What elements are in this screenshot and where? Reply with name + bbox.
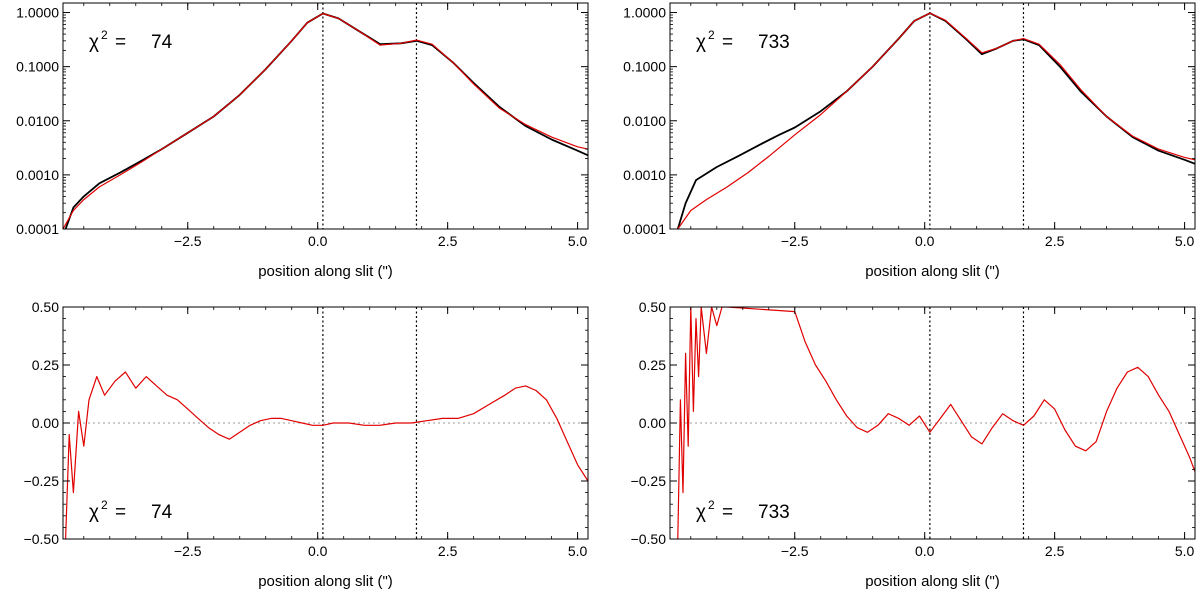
chi-square-annotation: χ 2 = 74 bbox=[89, 28, 173, 53]
chi-square-annotation: χ 2 = 74 bbox=[89, 498, 173, 523]
y-tick-label: 0.0010 bbox=[623, 167, 666, 183]
y-tick-label: 0.0100 bbox=[16, 113, 59, 129]
series-residual bbox=[677, 307, 1195, 539]
series-model bbox=[63, 12, 588, 229]
series-group bbox=[65, 371, 588, 539]
x-tick-label: −2.5 bbox=[174, 543, 202, 559]
x-tick-label: 2.5 bbox=[438, 233, 458, 249]
y-tick-label: 0.25 bbox=[32, 357, 59, 373]
chi-symbol: χ bbox=[696, 502, 706, 523]
panel-bottom-right: −2.5 0.0 2.5 5.0 −0.50 −0.25 0.00 0.25 0.50 posit… bbox=[631, 299, 1196, 590]
x-tick-label: 2.5 bbox=[1045, 543, 1065, 559]
x-tick-label: 0.0 bbox=[915, 233, 935, 249]
y-tick-label: 0.25 bbox=[639, 357, 666, 373]
y-tick-label: 0.0001 bbox=[16, 221, 59, 237]
series-group bbox=[63, 12, 588, 229]
chi-equals: = bbox=[722, 502, 733, 523]
x-tick-label: 5.0 bbox=[1175, 233, 1195, 249]
chi-exponent: 2 bbox=[101, 28, 108, 42]
chi-value: 74 bbox=[151, 32, 173, 53]
y-tick-label: 0.50 bbox=[639, 299, 666, 315]
x-tick-label: 2.5 bbox=[438, 543, 458, 559]
y-tick-label: 0.0001 bbox=[623, 221, 666, 237]
chi-symbol: χ bbox=[89, 32, 99, 53]
series-data bbox=[64, 12, 588, 229]
y-tick-label: 1.0000 bbox=[16, 5, 59, 21]
x-tick-label: 0.0 bbox=[308, 233, 328, 249]
y-tick-label: 0.50 bbox=[32, 299, 59, 315]
y-tick-label: −0.25 bbox=[24, 473, 60, 489]
y-tick-label: 0.0100 bbox=[623, 113, 666, 129]
series-data bbox=[676, 12, 1195, 229]
series-group bbox=[677, 307, 1195, 539]
chi-equals: = bbox=[115, 32, 126, 53]
series-group bbox=[676, 12, 1195, 229]
x-tick-label: 5.0 bbox=[1175, 543, 1195, 559]
y-tick-label: 1.0000 bbox=[623, 5, 666, 21]
chi-exponent: 2 bbox=[708, 28, 715, 42]
chi-exponent: 2 bbox=[708, 498, 715, 512]
x-tick-label: 5.0 bbox=[568, 543, 588, 559]
plot-frame bbox=[62, 2, 589, 230]
x-axis-label: position along slit (") bbox=[865, 573, 1000, 590]
y-tick-label: −0.50 bbox=[631, 531, 667, 547]
y-tick-label: 0.00 bbox=[639, 415, 666, 431]
y-tick-label: 0.1000 bbox=[16, 59, 59, 75]
chi-value: 733 bbox=[758, 502, 790, 523]
y-tick-label: 0.1000 bbox=[623, 59, 666, 75]
x-tick-label: −2.5 bbox=[174, 233, 202, 249]
chi-equals: = bbox=[722, 32, 733, 53]
x-tick-label: 2.5 bbox=[1045, 233, 1065, 249]
chi-symbol: χ bbox=[89, 502, 99, 523]
y-tick-label: −0.25 bbox=[631, 473, 667, 489]
chi-square-annotation: χ 2 = 733 bbox=[696, 28, 790, 53]
x-tick-label: −2.5 bbox=[781, 543, 809, 559]
chi-value: 733 bbox=[758, 32, 790, 53]
chi-symbol: χ bbox=[696, 32, 706, 53]
series-model bbox=[677, 12, 1195, 229]
x-tick-label: 5.0 bbox=[568, 233, 588, 249]
chi-exponent: 2 bbox=[101, 498, 108, 512]
x-axis-label: position along slit (") bbox=[258, 573, 393, 590]
series-residual bbox=[65, 371, 588, 539]
x-tick-label: 0.0 bbox=[308, 543, 328, 559]
panel-bottom-left: −2.5 0.0 2.5 5.0 −0.50 −0.25 0.00 0.25 0.50 posit… bbox=[24, 299, 589, 590]
y-tick-label: 0.0010 bbox=[16, 167, 59, 183]
x-tick-label: −2.5 bbox=[781, 233, 809, 249]
plot-frame bbox=[669, 2, 1196, 230]
chi-equals: = bbox=[115, 502, 126, 523]
chi-square-annotation: χ 2 = 733 bbox=[696, 498, 790, 523]
x-axis-label: position along slit (") bbox=[258, 263, 393, 280]
panel-top-right: −2.5 0.0 2.5 5.0 0.0001 0.0010 0.0100 0.1000 1.0… bbox=[623, 2, 1196, 280]
x-axis-label: position along slit (") bbox=[865, 263, 1000, 280]
chi-value: 74 bbox=[151, 502, 173, 523]
y-tick-label: 0.00 bbox=[32, 415, 59, 431]
y-tick-label: −0.50 bbox=[24, 531, 60, 547]
panel-top-left: −2.5 0.0 2.5 5.0 0.0001 0.0010 0.0100 0.1000 1.0… bbox=[16, 2, 589, 280]
x-tick-label: 0.0 bbox=[915, 543, 935, 559]
